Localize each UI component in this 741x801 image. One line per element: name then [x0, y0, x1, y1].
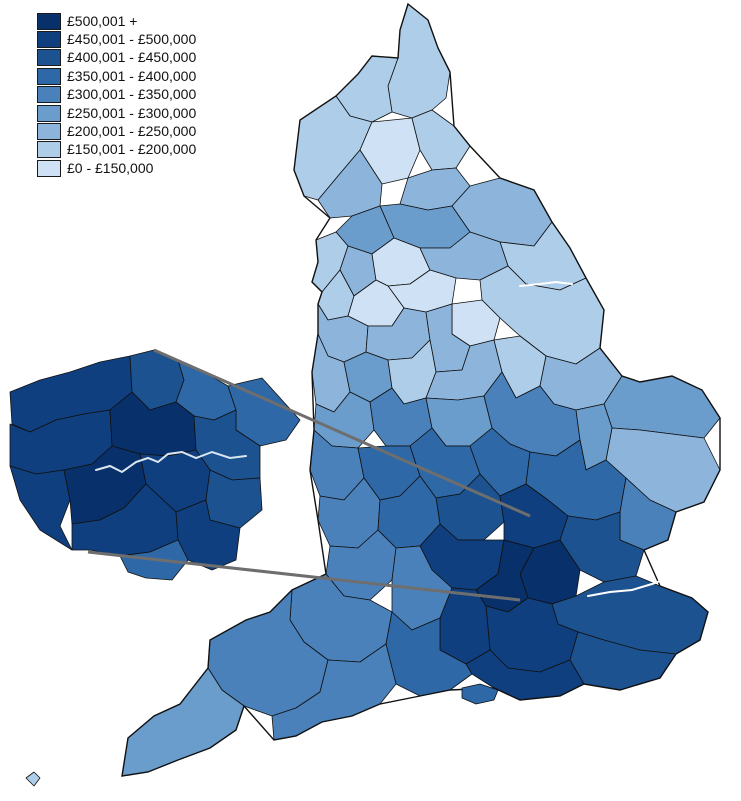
thames-river [95, 450, 247, 474]
legend-label: £200,001 - £250,000 [67, 123, 197, 140]
legend-swatch [37, 86, 61, 104]
thames-estuary [587, 577, 669, 597]
legend-label: £450,001 - £500,000 [67, 31, 197, 48]
legend-item: £450,001 - £500,000 [37, 30, 197, 49]
legend-item: £350,001 - £400,000 [37, 67, 196, 85]
inset-leader-lines [87, 348, 531, 602]
leader-line [87, 550, 521, 602]
legend-item: £200,001 - £250,000 [37, 122, 197, 141]
england-outline [121, 2, 721, 777]
local-authority-region [411, 109, 471, 171]
legend-swatch [37, 159, 61, 177]
legend-swatch [37, 49, 61, 67]
legend-label: £500,001 + [67, 12, 138, 29]
isle-of-wight-region [461, 683, 499, 705]
england-map [25, 2, 721, 787]
legend-swatch [37, 31, 61, 49]
legend-swatch [37, 12, 61, 30]
legend-label: £150,001 - £200,000 [67, 141, 197, 158]
legend-swatch [37, 67, 61, 85]
legend-item: £300,001 - £350,000 [37, 86, 196, 104]
humber-estuary [519, 280, 573, 287]
legend-swatch [37, 123, 61, 141]
london-inset-map [9, 349, 301, 581]
legend-item: £500,001 + [37, 12, 196, 30]
legend-label: £350,001 - £400,000 [67, 67, 197, 84]
legend-label: £300,001 - £350,000 [67, 86, 197, 103]
legend-item: £150,001 - £200,000 [37, 141, 196, 159]
legend-item: £250,001 - £300,000 [37, 104, 196, 122]
legend-item: £400,001 - £450,000 [37, 49, 196, 67]
legend-label: £400,001 - £450,000 [67, 49, 197, 66]
london-borough-region [9, 465, 73, 551]
legend-item: £0 - £150,000 [37, 159, 196, 177]
leader-line [153, 348, 531, 518]
legend-swatch [37, 141, 61, 159]
legend-label: £250,001 - £300,000 [67, 104, 197, 121]
legend-swatch [37, 104, 61, 122]
legend-label: £0 - £150,000 [67, 159, 154, 176]
isles-of-scilly-region [25, 771, 41, 787]
price-legend: £500,001 + £450,001 - £500,000 £400,001 … [37, 12, 196, 178]
local-authority-region [317, 149, 383, 219]
